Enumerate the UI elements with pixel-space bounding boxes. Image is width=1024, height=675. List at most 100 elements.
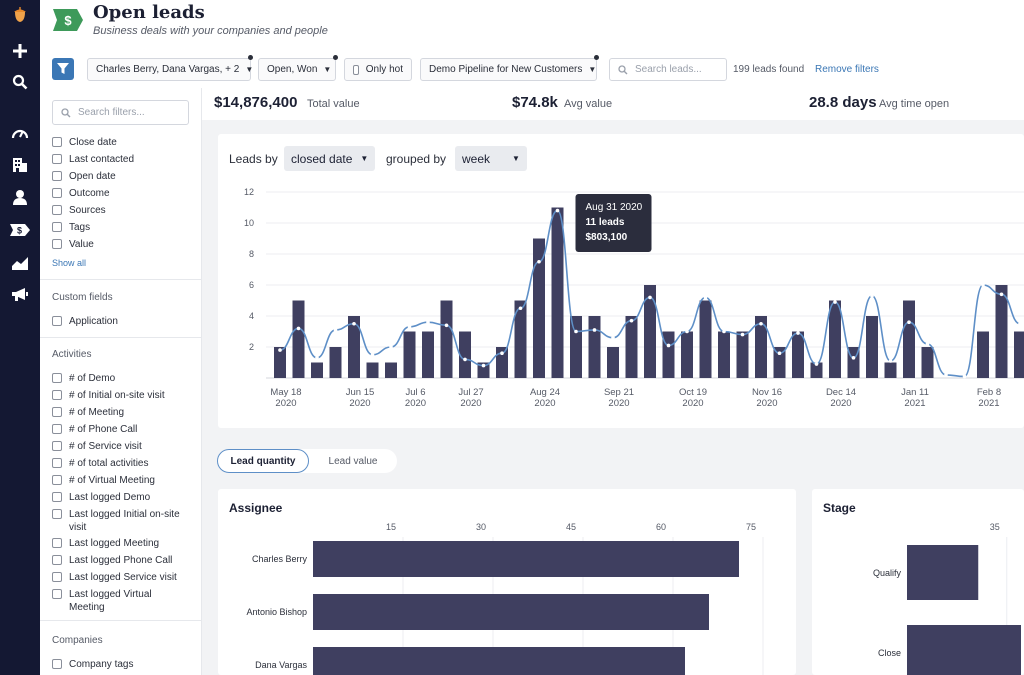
activity-filter-item[interactable]: Last logged Initial on-site visit (52, 508, 192, 534)
filter-item-checkbox[interactable] (52, 137, 62, 147)
assignee-filter-chip[interactable]: Charles Berry, Dana Vargas, + 2 ▼ (87, 55, 253, 81)
plus-icon[interactable] (0, 35, 40, 67)
chart-bar[interactable] (366, 362, 379, 379)
filter-item[interactable]: Value (52, 238, 192, 251)
activity-filter-item-checkbox[interactable] (52, 373, 62, 383)
chart-bar[interactable] (773, 347, 786, 378)
filter-item[interactable]: Close date (52, 136, 192, 149)
companies-icon[interactable] (0, 149, 40, 181)
chart-bar[interactable] (921, 347, 934, 378)
custom-field-item-checkbox[interactable] (52, 316, 62, 326)
activity-filter-item[interactable]: Last logged Virtual Meeting (52, 588, 192, 614)
activity-filter-item-checkbox[interactable] (52, 458, 62, 468)
filter-item-checkbox[interactable] (52, 205, 62, 215)
chart-bar[interactable] (829, 300, 841, 379)
activity-filter-item-checkbox[interactable] (52, 390, 62, 400)
assignee-bar[interactable] (313, 541, 739, 577)
pipeline-filter-chip[interactable]: Demo Pipeline for New Customers ▼ (420, 55, 599, 81)
chart-bar[interactable] (625, 316, 638, 378)
filter-item-checkbox[interactable] (52, 171, 62, 181)
chart-bar[interactable] (755, 316, 767, 378)
activity-filter-item-checkbox[interactable] (52, 538, 62, 548)
dashboard-icon[interactable] (0, 117, 40, 149)
activity-filter-item-checkbox[interactable] (52, 475, 62, 485)
only-hot-checkbox[interactable] (353, 64, 359, 75)
activity-filter-item[interactable]: Last logged Phone Call (52, 554, 192, 567)
filter-toggle-button[interactable] (52, 58, 74, 80)
activity-filter-item-checkbox[interactable] (52, 589, 62, 599)
activity-filter-item-checkbox[interactable] (52, 492, 62, 502)
activity-filter-item[interactable]: # of total activities (52, 457, 192, 470)
activity-filter-item[interactable]: # of Service visit (52, 440, 192, 453)
leads-icon[interactable]: $ (0, 214, 40, 246)
chart-bar[interactable] (570, 316, 582, 378)
chart-bar[interactable] (496, 347, 508, 378)
activity-filter-item-checkbox[interactable] (52, 572, 62, 582)
chart-bar[interactable] (348, 316, 360, 378)
activity-filter-item[interactable]: # of Demo (52, 372, 192, 385)
people-icon[interactable] (0, 181, 40, 213)
chart-bar[interactable] (1014, 331, 1024, 379)
search-icon[interactable] (0, 66, 40, 98)
filter-item-checkbox[interactable] (52, 239, 62, 249)
chart-bar[interactable] (533, 238, 545, 379)
chart-bar[interactable] (607, 347, 619, 378)
campaigns-icon[interactable] (0, 279, 40, 311)
stage-bar[interactable] (907, 545, 979, 600)
company-filter-item-checkbox[interactable] (52, 659, 62, 669)
chart-bar[interactable] (292, 300, 305, 379)
chart-bar[interactable] (662, 331, 675, 379)
acorn-logo-icon[interactable] (0, 0, 40, 28)
chart-bar[interactable] (403, 331, 416, 379)
only-hot-toggle[interactable]: Only hot (344, 58, 412, 81)
lead-quantity-tab[interactable]: Lead quantity (217, 449, 309, 473)
filter-item[interactable]: Open date (52, 170, 192, 183)
activity-filter-item-checkbox[interactable] (52, 509, 62, 519)
chart-bar[interactable] (477, 362, 490, 379)
reports-icon[interactable] (0, 247, 40, 279)
status-filter-chip[interactable]: Open, Won ▼ (258, 55, 338, 81)
assignee-bar[interactable] (313, 647, 685, 675)
filter-item[interactable]: Tags (52, 221, 192, 234)
search-filters-input[interactable]: Search filters... (52, 100, 189, 125)
chart-bar[interactable] (866, 316, 878, 378)
chart-bar[interactable] (329, 347, 342, 378)
stage-bar[interactable] (907, 625, 1021, 675)
chart-bar[interactable] (903, 300, 915, 379)
assignee-bar[interactable] (313, 594, 709, 630)
chart-bar[interactable] (681, 331, 693, 379)
chart-bar[interactable] (699, 300, 712, 379)
activity-filter-item[interactable]: Last logged Meeting (52, 537, 192, 550)
show-all-filters-link[interactable]: Show all (52, 258, 87, 268)
chart-bar[interactable] (440, 300, 453, 379)
custom-field-item[interactable]: Application (52, 315, 192, 328)
chart-bar[interactable] (977, 331, 989, 379)
activity-filter-item[interactable]: Last logged Demo (52, 491, 192, 504)
chart-bar[interactable] (311, 362, 323, 379)
chart-bar[interactable] (884, 362, 897, 379)
lead-value-tab[interactable]: Lead value (328, 455, 378, 467)
chart-bar[interactable] (718, 331, 730, 379)
filter-item-checkbox[interactable] (52, 188, 62, 198)
chart-bar[interactable] (514, 300, 527, 379)
chart-bar[interactable] (644, 285, 656, 378)
chart-bar[interactable] (385, 362, 397, 379)
activity-filter-item-checkbox[interactable] (52, 555, 62, 565)
chart-bar[interactable] (551, 207, 564, 379)
filter-item-checkbox[interactable] (52, 222, 62, 232)
activity-filter-item-checkbox[interactable] (52, 407, 62, 417)
activity-filter-item[interactable]: # of Virtual Meeting (52, 474, 192, 487)
activity-filter-item-checkbox[interactable] (52, 424, 62, 434)
chart-bar[interactable] (810, 362, 823, 379)
chart-bar[interactable] (459, 331, 471, 379)
activity-filter-item[interactable]: # of Meeting (52, 406, 192, 419)
chart-bar[interactable] (274, 347, 286, 378)
activity-filter-item-checkbox[interactable] (52, 441, 62, 451)
leads-by-select[interactable]: closed date ▼ (284, 146, 376, 171)
chart-bar[interactable] (736, 331, 749, 379)
grouped-by-select[interactable]: week ▼ (455, 146, 527, 171)
activity-filter-item[interactable]: # of Phone Call (52, 423, 192, 436)
chart-bar[interactable] (792, 331, 804, 379)
chart-bar[interactable] (995, 285, 1008, 378)
